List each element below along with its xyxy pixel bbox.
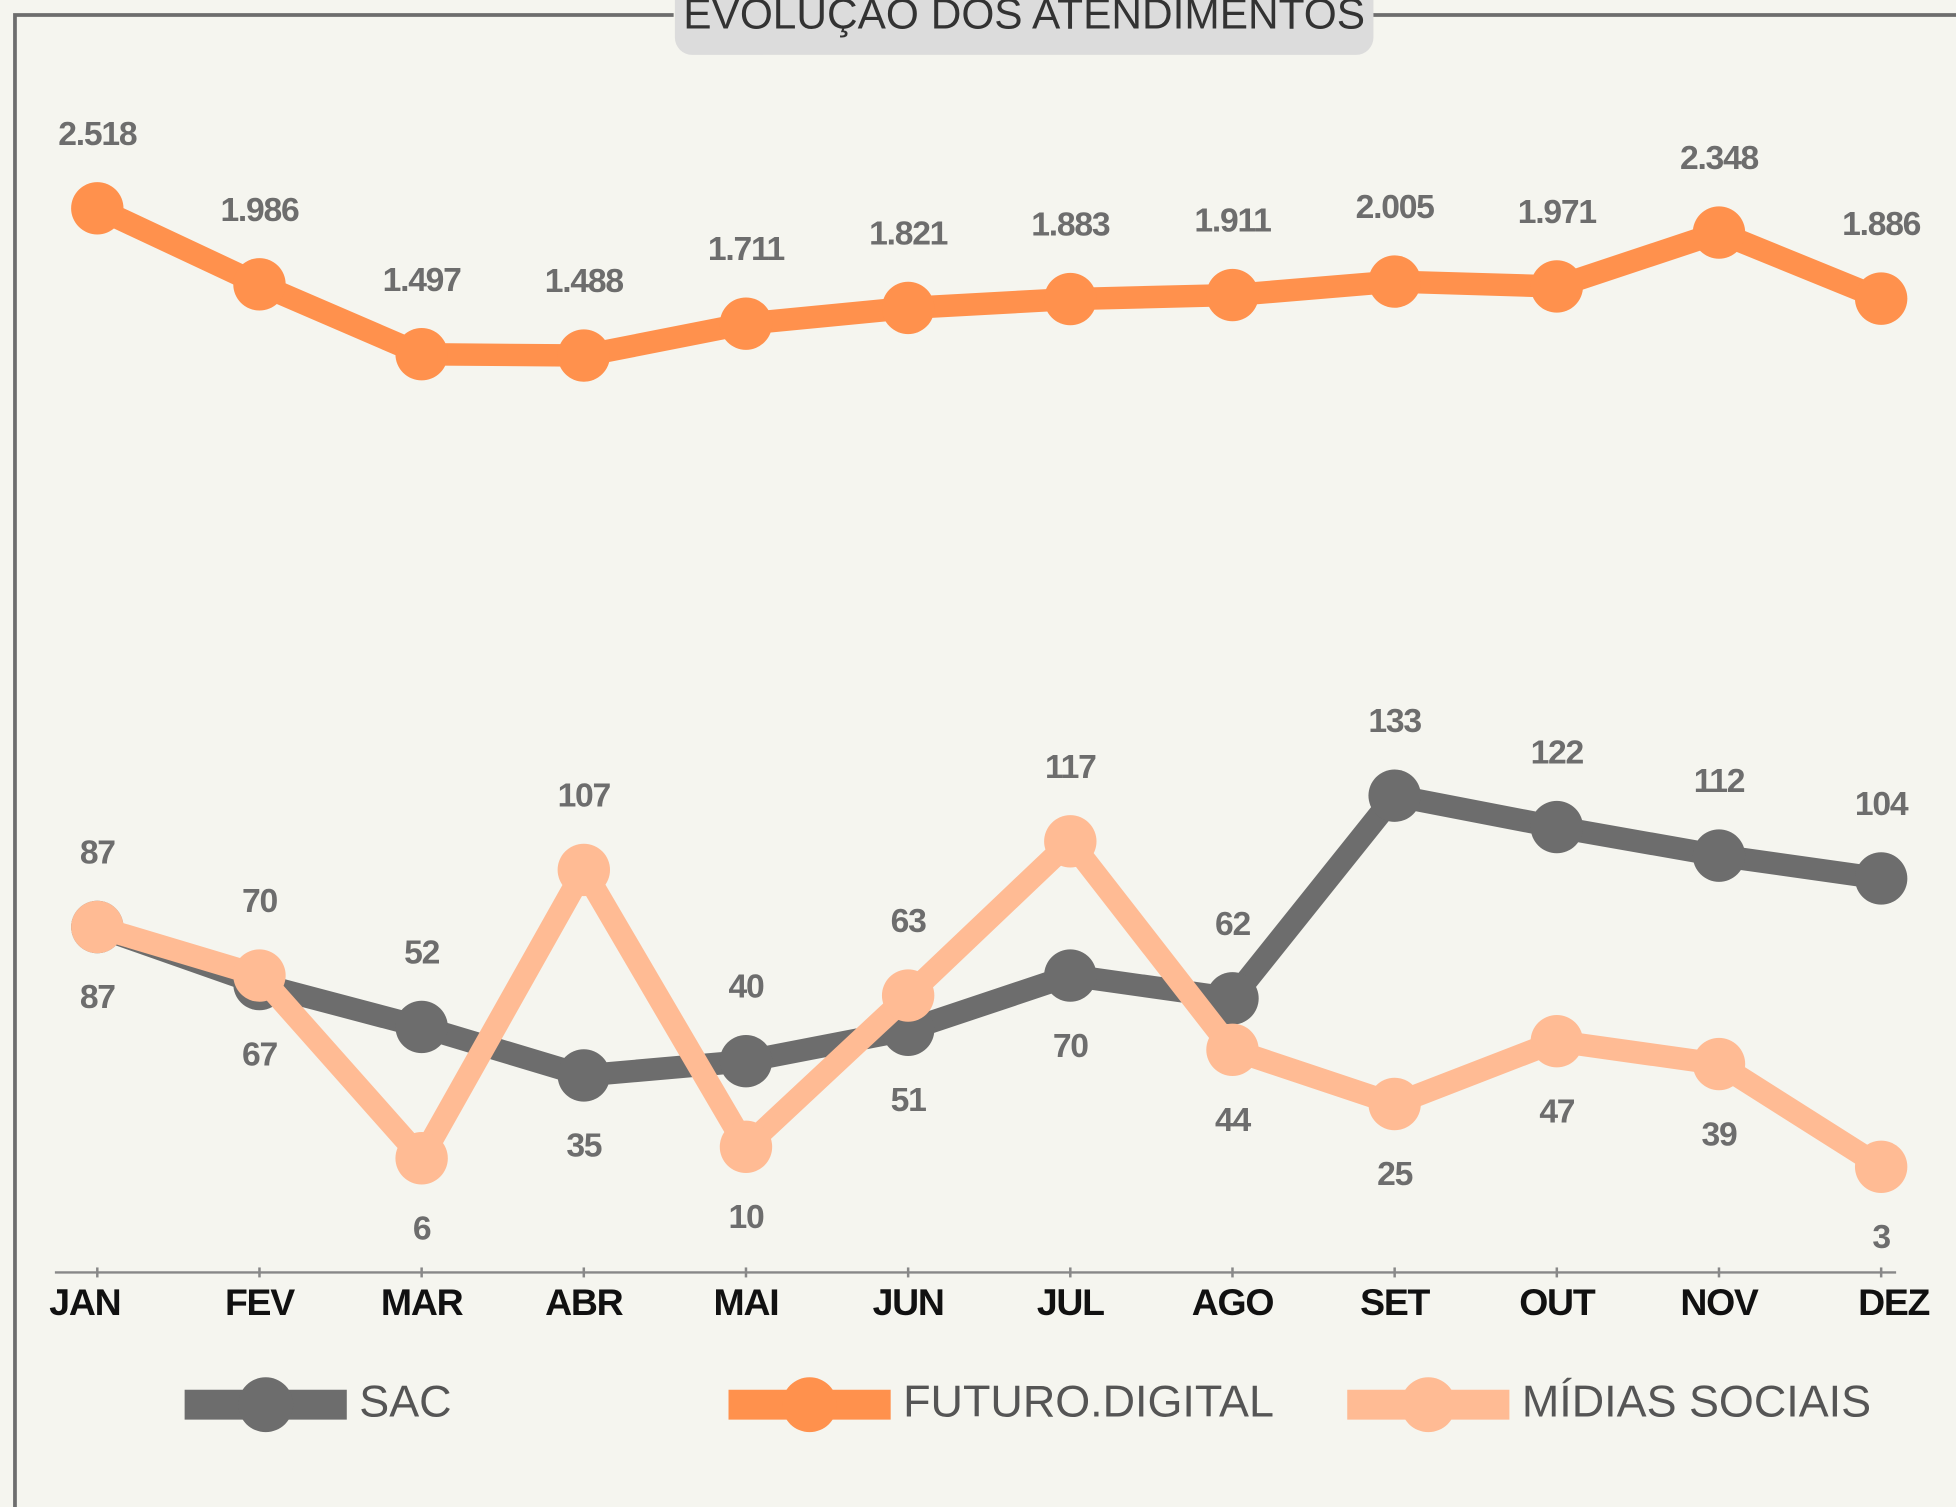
data-label: 52	[404, 934, 439, 971]
data-label: 39	[1702, 1116, 1737, 1153]
data-label: 70	[1053, 1028, 1088, 1065]
point	[71, 182, 124, 235]
data-label: 47	[1539, 1093, 1574, 1130]
data-label: 1.886	[1842, 206, 1921, 243]
point	[1530, 260, 1584, 313]
point	[1206, 972, 1259, 1025]
point	[557, 843, 611, 897]
data-label: 1.711	[708, 231, 785, 268]
data-label: 2.518	[58, 116, 137, 153]
data-label: 1.488	[545, 263, 624, 300]
point	[1692, 1037, 1746, 1091]
data-label: 87	[80, 979, 115, 1016]
data-label: 67	[242, 1036, 277, 1073]
point	[1044, 272, 1097, 326]
frame	[13, 13, 674, 1507]
x-tick-label: SET	[1360, 1281, 1430, 1323]
data-label: 3	[1872, 1219, 1890, 1256]
chart-title: EVOLUÇÃO DOS ATENDIMENTOS	[683, 0, 1365, 38]
data-label: 133	[1368, 703, 1421, 740]
data-label: 112	[1694, 763, 1745, 800]
x-tick-label: JAN	[49, 1281, 120, 1323]
point	[233, 949, 286, 1002]
data-label: 35	[566, 1128, 601, 1165]
data-label: 10	[728, 1199, 763, 1236]
data-label: 87	[80, 835, 115, 872]
point	[395, 1132, 448, 1185]
x-tick-label: MAI	[714, 1281, 779, 1323]
data-label: 2.348	[1680, 140, 1759, 177]
point	[1692, 206, 1746, 259]
legend-label: MÍDIAS SOCIAIS	[1522, 1376, 1871, 1427]
data-label: 122	[1531, 735, 1584, 772]
point	[1206, 268, 1259, 322]
point	[719, 1034, 773, 1088]
data-label: 104	[1855, 786, 1909, 823]
point	[1206, 1023, 1259, 1076]
data-label: 117	[1045, 749, 1096, 786]
point	[233, 258, 286, 311]
data-label: 107	[558, 777, 611, 814]
point	[1854, 272, 1908, 325]
data-label: 6	[413, 1210, 431, 1247]
point	[719, 1120, 773, 1174]
point	[1044, 815, 1097, 868]
point	[1044, 949, 1097, 1002]
data-label: 62	[1215, 906, 1250, 943]
data-label: 44	[1215, 1102, 1251, 1139]
data-label: 1.986	[220, 192, 299, 229]
series-line	[92, 198, 1886, 367]
data-label: 40	[728, 969, 763, 1006]
legend-label: SAC	[359, 1376, 451, 1427]
x-tick-label: OUT	[1519, 1281, 1596, 1323]
data-label: 25	[1377, 1156, 1412, 1193]
x-tick-label: MAR	[381, 1281, 464, 1323]
point	[557, 1049, 611, 1102]
legend-label: FUTURO.DIGITAL	[903, 1376, 1274, 1427]
x-tick-label: ABR	[545, 1281, 624, 1323]
point	[1368, 255, 1421, 308]
data-label: 1.497	[383, 262, 462, 299]
legend-marker	[782, 1377, 838, 1433]
data-label: 1.821	[869, 215, 948, 252]
legend-marker	[238, 1377, 294, 1433]
point	[1368, 1077, 1421, 1131]
legend-marker	[1400, 1377, 1456, 1433]
point	[1530, 800, 1584, 854]
point	[557, 329, 611, 382]
point	[1854, 1140, 1908, 1194]
x-tick-label: AGO	[1192, 1281, 1274, 1323]
data-label: 51	[891, 1082, 926, 1119]
data-label: 1.911	[1194, 203, 1271, 240]
data-label: 70	[242, 883, 277, 920]
x-tick-label: FEV	[225, 1281, 295, 1323]
title-box	[674, 0, 1374, 55]
data-label: 1.883	[1031, 207, 1110, 244]
point	[881, 281, 935, 335]
x-tick-label: NOV	[1680, 1281, 1759, 1323]
x-tick-label: JUN	[873, 1281, 944, 1323]
point	[71, 900, 124, 954]
data-label: 2.005	[1356, 189, 1435, 226]
point	[1368, 769, 1421, 822]
point	[1530, 1014, 1584, 1068]
x-tick-label: JUL	[1037, 1281, 1104, 1323]
point	[719, 297, 773, 350]
data-label: 63	[891, 903, 926, 940]
point	[395, 328, 448, 381]
series-line	[93, 784, 1883, 1087]
series-line	[94, 830, 1888, 1177]
point	[395, 1000, 448, 1054]
point	[1692, 829, 1746, 882]
data-label: 1.971	[1518, 194, 1597, 231]
point	[881, 969, 935, 1022]
point	[1854, 852, 1908, 905]
x-tick-label: DEZ	[1858, 1281, 1929, 1323]
